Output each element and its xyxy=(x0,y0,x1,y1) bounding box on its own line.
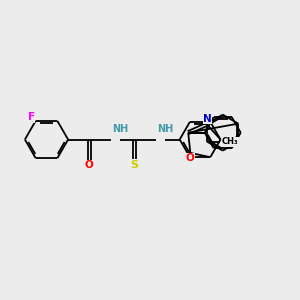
Text: O: O xyxy=(186,153,195,163)
Text: CH₃: CH₃ xyxy=(222,137,239,146)
Text: N: N xyxy=(203,114,212,124)
Text: F: F xyxy=(28,112,35,122)
Text: NH: NH xyxy=(158,124,174,134)
Text: S: S xyxy=(131,160,139,170)
Text: NH: NH xyxy=(112,124,129,134)
Text: O: O xyxy=(85,160,94,170)
